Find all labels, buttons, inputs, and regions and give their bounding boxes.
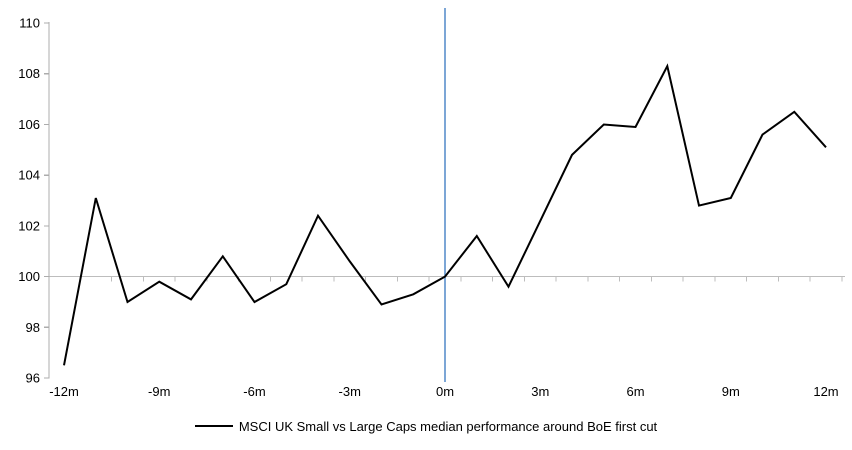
x-tick-label: 3m: [531, 384, 549, 399]
y-tick-label: 100: [18, 269, 40, 284]
x-tick-label: -6m: [243, 384, 265, 399]
x-tick-label: 9m: [722, 384, 740, 399]
x-tick-label: -9m: [148, 384, 170, 399]
y-tick-label: 108: [18, 66, 40, 81]
legend-label: MSCI UK Small vs Large Caps median perfo…: [238, 418, 658, 434]
y-tick-label: 104: [18, 168, 40, 183]
legend-line-marker: [194, 425, 233, 427]
y-tick-label: 98: [26, 320, 40, 335]
x-tick-label: 6m: [626, 384, 644, 399]
x-tick-label: -12m: [49, 384, 79, 399]
y-tick-label: 110: [19, 16, 40, 31]
y-tick-label: 102: [18, 218, 40, 233]
series-line: [63, 63, 827, 366]
y-tick-label: 96: [26, 371, 40, 386]
y-tick-label: 106: [18, 117, 40, 132]
x-tick-label: 12m: [813, 384, 838, 399]
x-tick-label: -3m: [339, 384, 361, 399]
x-tick-label: 0m: [436, 384, 454, 399]
legend: MSCI UK Small vs Large Caps median perfo…: [0, 416, 852, 436]
